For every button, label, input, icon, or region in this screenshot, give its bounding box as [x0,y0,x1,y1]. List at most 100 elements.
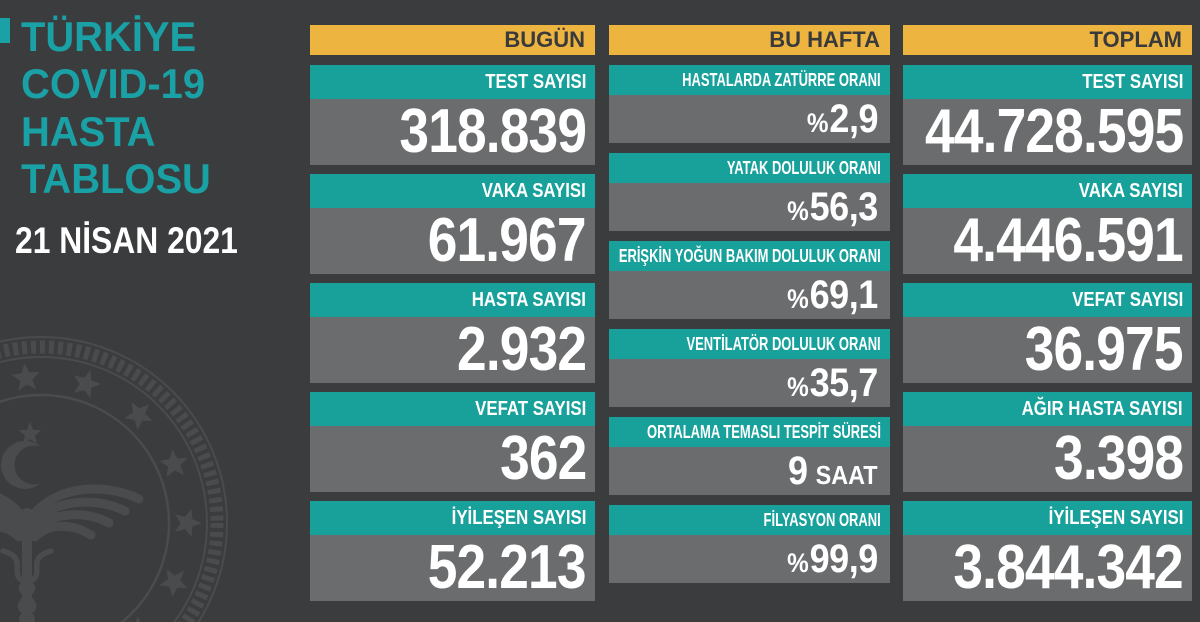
stat-value: 2,9 [829,97,878,141]
stat-block: VEFAT SAYISI 362 [310,392,595,492]
stat-value-line: 3.398 [1053,424,1184,493]
stat-label-bar: ORTALAMA TEMASLI TESPİT SÜRESİ [609,417,890,447]
stat-value-box: 362 [310,426,595,492]
column-rows: TEST SAYISI 318.839 VAKA SAYISI 61.967 HASTA… [310,65,595,601]
stat-label: VEFAT SAYISI [474,397,586,420]
stat-block: FİLYASYON ORANI % 99,9 [609,505,890,583]
stat-value: 362 [499,424,587,493]
stat-block: VEFAT SAYISI 36.975 [903,283,1192,383]
stat-block: TEST SAYISI 44.728.595 [903,65,1192,165]
stat-value-line: % 56,3 [787,187,878,227]
column-today: BUGÜN TEST SAYISI 318.839 VAKA SAYISI 61.96… [310,25,595,601]
stat-block: HASTA SAYISI 2.932 [310,283,595,383]
stat-label: VEFAT SAYISI [1071,288,1183,311]
stat-label-bar: VENTİLATÖR DOLULUK ORANI [609,329,890,359]
stat-value: 9 [788,449,808,493]
stat-unit: SAAT [816,460,878,490]
stat-label-bar: TEST SAYISI [903,65,1192,99]
column-total: TOPLAM TEST SAYISI 44.728.595 VAKA SAYISI 4… [903,25,1192,601]
stat-block: İYİLEŞEN SAYISI 52.213 [310,501,595,601]
stat-value-line: % 99,9 [787,539,878,579]
stat-value: 99,9 [809,537,879,581]
column-rows: TEST SAYISI 44.728.595 VAKA SAYISI 4.446.59… [903,65,1192,601]
stat-block: VAKA SAYISI 4.446.591 [903,174,1192,274]
stat-label-bar: HASTA SAYISI [310,283,595,317]
stat-label: İYİLEŞEN SAYISI [1048,506,1183,529]
stat-value-line: % 2,9 [806,97,879,141]
stat-value: 3.398 [1053,424,1184,493]
stat-value-line: 61.967 [428,206,587,275]
stat-block: VAKA SAYISI 61.967 [310,174,595,274]
teal-corner-accent [0,18,10,43]
column-header-this-week: BU HAFTA [609,25,890,55]
stat-value-box: 2.932 [310,317,595,383]
stat-label: VAKA SAYISI [482,179,586,202]
ministry-of-health-emblem-icon [0,336,228,622]
column-header-label: BUGÜN [504,27,585,52]
stat-value: 52.213 [428,533,587,602]
stat-value-line: 362 [499,424,587,493]
stat-block: HASTALARDA ZATÜRRE ORANI% 2,9 [609,65,890,143]
title-line-2: COVID-19 [21,60,206,108]
stat-value: 318.839 [399,97,587,166]
column-rows: HASTALARDA ZATÜRRE ORANI% 2,9 YATAK DOLULU… [609,65,890,583]
stat-value: 3.844.342 [953,533,1184,602]
percent-sign: % [806,108,829,138]
stat-block: ERİŞKİN YOĞUN BAKIM DOLULUK ORANI% 69,1 [609,241,890,319]
stat-value-box: % 56,3 [609,183,890,231]
stat-label: VAKA SAYISI [1079,179,1183,202]
stat-block: VENTİLATÖR DOLULUK ORANI% 35,7 [609,329,890,407]
stat-value-box: 61.967 [310,208,595,274]
stat-value-box: % 99,9 [609,535,890,583]
column-header-label: BU HAFTA [769,27,880,52]
stat-value-line: 3.844.342 [953,533,1184,602]
stat-value-box: 3.844.342 [903,535,1192,601]
stat-value: 69,1 [809,273,879,317]
stat-label: VENTİLATÖR DOLULUK ORANI [686,333,881,354]
sidebar: TÜRKİYE COVID-19 HASTA TABLOSU [21,13,221,203]
stat-value-line: 36.975 [1025,319,1184,381]
stat-value-line: 52.213 [428,533,587,602]
stat-label: TEST SAYISI [484,70,586,93]
stat-value-line: 9 SAAT [788,451,878,491]
stat-label-bar: VEFAT SAYISI [903,283,1192,317]
stat-label-bar: İYİLEŞEN SAYISI [310,501,595,535]
stat-label: YATAK DOLULUK ORANI [727,157,881,178]
column-header-today: BUGÜN [310,25,595,55]
stat-label-bar: VAKA SAYISI [310,174,595,208]
stat-label: HASTA SAYISI [471,288,586,311]
stat-label: TEST SAYISI [1081,70,1183,93]
column-this-week: BU HAFTA HASTALARDA ZATÜRRE ORANI% 2,9 YAT… [609,25,890,583]
stat-block: AĞIR HASTA SAYISI 3.398 [903,392,1192,492]
stat-value-line: 318.839 [399,97,587,166]
stat-block: ORTALAMA TEMASLI TESPİT SÜRESİ 9 SAAT [609,417,890,495]
stat-value: 61.967 [428,206,587,275]
title-line-1: TÜRKİYE [21,13,197,60]
stat-label: AĞIR HASTA SAYISI [1022,397,1183,420]
stat-block: İYİLEŞEN SAYISI 3.844.342 [903,501,1192,601]
stat-value-box: % 69,1 [609,271,890,319]
stat-label: FİLYASYON ORANI [763,509,881,530]
stat-value-box: 52.213 [310,535,595,601]
stat-value: 44.728.595 [924,97,1184,166]
stat-label-bar: YATAK DOLULUK ORANI [609,153,890,183]
stat-value-box: 3.398 [903,426,1192,492]
stat-label-bar: İYİLEŞEN SAYISI [903,501,1192,535]
stat-label-bar: AĞIR HASTA SAYISI [903,392,1192,426]
stat-block: YATAK DOLULUK ORANI % 56,3 [609,153,890,231]
percent-sign: % [787,284,809,314]
crescent-and-star-icon [1,422,54,489]
percent-sign: % [787,196,809,226]
stat-label: HASTALARDA ZATÜRRE ORANI [682,69,881,90]
title-line-4: TABLOSU [21,155,211,203]
stat-value-box: 9 SAAT [609,447,890,495]
column-header-label: TOPLAM [1089,27,1182,52]
stat-value: 4.446.591 [953,206,1184,275]
stat-label-bar: HASTALARDA ZATÜRRE ORANI [609,65,890,95]
stat-value-line: 2.932 [457,319,587,381]
stat-label-bar: VEFAT SAYISI [310,392,595,426]
stat-value-box: 36.975 [903,317,1192,383]
emblem-stars [10,361,202,622]
stat-label-bar: VAKA SAYISI [903,174,1192,208]
